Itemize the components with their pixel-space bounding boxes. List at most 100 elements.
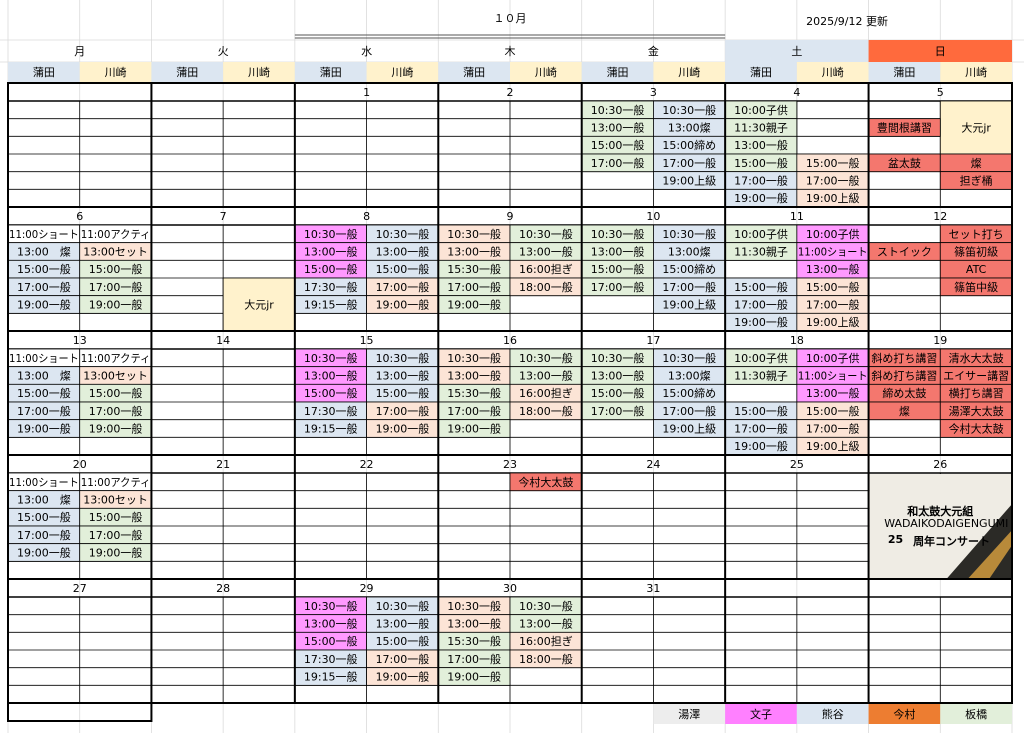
schedule-text: 13:00一般 [806,263,860,276]
schedule-text: 盆太鼓 [888,156,921,170]
schedule-text: 担ぎ桶 [960,174,993,188]
schedule-text: 19:00上級 [806,440,860,453]
schedule-text: 13:00一般 [519,246,573,259]
schedule-text: 15:00一般 [17,511,71,524]
schedule-text: 15:00一般 [591,263,645,276]
schedule-text: 13:00一般 [304,618,358,631]
schedule-text: 今村大太鼓 [518,475,573,489]
schedule-text: 13:00一般 [519,370,573,383]
schedule-text: 17:00一般 [89,405,143,418]
schedule-text: 11:00ショート [9,228,79,241]
date-number: 28 [216,582,230,595]
schedule-text: 11:00アクティ [81,352,151,365]
schedule-text: 15:00一般 [734,157,788,170]
date-number: 16 [503,334,517,347]
schedule-text: 19:00一般 [17,299,71,312]
day-name: 日 [935,45,946,58]
date-number: 27 [73,582,87,595]
schedule-text: 13:00一般 [376,618,430,631]
schedule-text: 豊間根講習 [877,121,932,135]
schedule-text: 13:00セット [83,246,148,259]
schedule-text: 11:30親子 [734,370,788,383]
schedule-text: 13:00一般 [376,370,430,383]
schedule-text: エイサー講習 [943,369,1009,383]
place-name: 川崎 [678,65,700,79]
schedule-text: 19:00一般 [89,547,143,560]
schedule-text: 篠笛中級 [954,280,998,294]
legend-swatch [940,704,1012,724]
schedule-text: 18:00一般 [519,653,573,666]
schedule-text: 10:30一般 [447,228,501,241]
day-name: 木 [505,45,516,58]
schedule-text: 17:00一般 [17,281,71,294]
schedule-text: 今村大太鼓 [949,422,1004,436]
place-name: 川崎 [105,65,127,79]
schedule-text: 17:00一般 [89,281,143,294]
schedule-text: 16:00担ぎ [519,262,573,276]
schedule-text: 11:00ショート [9,352,79,365]
schedule-text: セット打ち [949,227,1004,241]
updated-date: 2025/9/12 更新 [806,14,888,28]
place-name: 川崎 [822,65,844,79]
date-number: 18 [790,334,804,347]
schedule-text: 13:00燦 [668,122,711,135]
date-number: 3 [650,86,657,99]
schedule-text: 10:30一般 [662,228,716,241]
schedule-text: 11:00アクティ [81,228,151,241]
schedule-text: 15:00一般 [304,263,358,276]
day-header-bg [725,40,869,62]
schedule-text: 15:30一般 [447,387,501,400]
schedule-text: 13:00一般 [591,370,645,383]
schedule-text: 15:30一般 [447,635,501,648]
schedule-text: 10:30一般 [591,352,645,365]
date-number: 22 [360,458,374,471]
place-header-bg [438,62,510,82]
schedule-text: 13:00一般 [519,618,573,631]
schedule-text: 10:30一般 [376,352,430,365]
place-header-bg [8,62,80,82]
schedule-text: 15:00一般 [304,635,358,648]
schedule-text: 15:00一般 [89,511,143,524]
day-header-bg [868,40,1012,62]
schedule-text: 13:00一般 [591,122,645,135]
schedule-text: 11:30親子 [734,246,788,259]
schedule-text: 15:00一般 [17,387,71,400]
date-number: 24 [646,458,660,471]
schedule-text: 17:00一般 [662,157,716,170]
poster-title: 和太鼓大元組 [907,504,973,518]
date-number: 21 [216,458,230,471]
place-header-bg [79,62,152,82]
poster-caption: 周年コンサート [913,534,990,548]
schedule-text: 19:15一般 [304,299,358,312]
schedule-text: 19:00上級 [662,423,716,436]
schedule-text: 15:00一般 [304,387,358,400]
poster-romaji: WADAIKODAIGENGUMI [884,517,1008,530]
week-border [7,578,1013,704]
date-number: 1 [363,86,370,99]
place-header-bg [223,62,295,82]
place-name: 蒲田 [320,65,342,79]
date-number: 9 [507,210,514,223]
schedule-text: 15:00締め [662,386,716,400]
place-name: 蒲田 [33,65,55,79]
schedule-text: 15:00一般 [89,263,143,276]
schedule-text: 17:00一般 [89,529,143,542]
schedule-text: 17:00一般 [447,281,501,294]
schedule-text: 17:00一般 [806,299,860,312]
schedule-text: 13:00一般 [806,387,860,400]
schedule-text: 13:00一般 [734,139,788,152]
place-header-bg [151,62,224,82]
date-number: 7 [220,210,227,223]
schedule-text: 15:00一般 [591,387,645,400]
schedule-cell [222,277,296,332]
place-header-bg [868,62,941,82]
place-header-bg [581,62,654,82]
legend-swatch [868,704,941,724]
place-header-bg [940,62,1012,82]
schedule-text: 13:00一般 [376,246,430,259]
place-name: 蒲田 [607,65,629,79]
schedule-text: 燦 [899,405,910,418]
date-number: 17 [646,334,660,347]
schedule-text: 湯澤大太鼓 [949,404,1004,418]
